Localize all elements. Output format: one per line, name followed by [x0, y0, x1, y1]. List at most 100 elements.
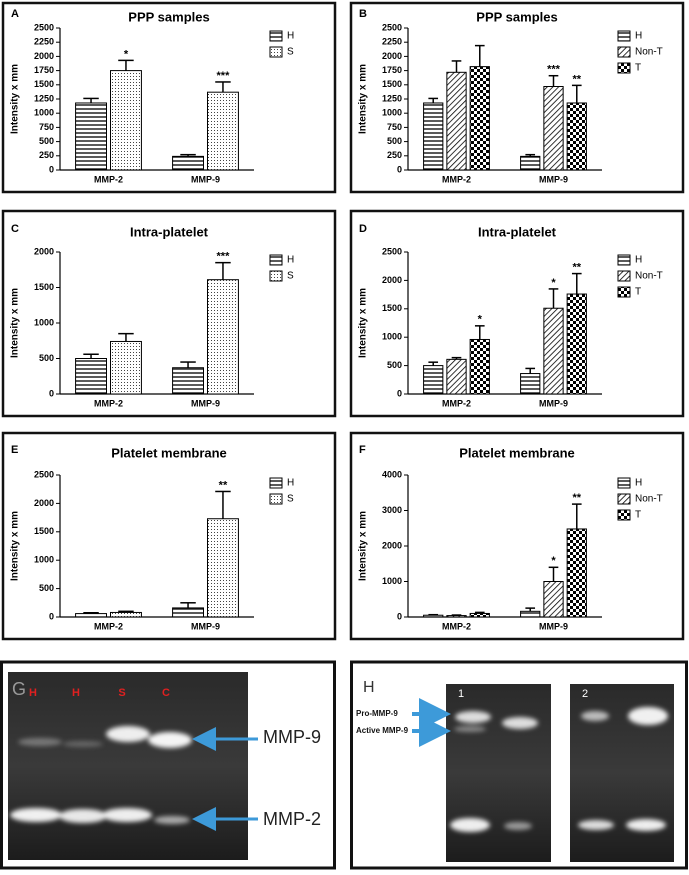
legend-label: H: [287, 478, 294, 489]
y-tick-label: 1750: [382, 65, 402, 75]
bar: [566, 528, 587, 618]
legend-label: H: [635, 478, 642, 489]
y-tick-label: 1000: [34, 108, 54, 118]
y-tick-label: 0: [49, 611, 54, 621]
x-tick-label: MMP-2: [94, 398, 123, 408]
bar: [520, 373, 541, 395]
y-tick-label: 1000: [382, 576, 402, 586]
legend-label: S: [287, 494, 294, 505]
significance: *: [551, 555, 556, 567]
y-tick-label: 2500: [382, 246, 402, 256]
y-tick-label: 250: [39, 150, 54, 160]
bar: [520, 610, 541, 618]
bar: [172, 367, 205, 395]
gel-bands: [450, 707, 668, 832]
significance: *: [551, 277, 556, 289]
panel-letter: H: [363, 679, 375, 696]
legend-label: Non-T: [635, 494, 663, 505]
chart-title: PPP samples: [476, 9, 557, 24]
marker-label: MMP-9: [263, 727, 321, 747]
chart-title: Platelet membrane: [459, 445, 575, 460]
bar: [110, 70, 142, 171]
bar: [446, 71, 467, 171]
bar: [446, 358, 467, 395]
legend-label: H: [635, 31, 642, 42]
legend-swatch: [617, 493, 631, 505]
lane-label: S: [118, 687, 125, 699]
y-tick-label: 0: [397, 388, 402, 398]
y-tick-label: 0: [49, 388, 54, 398]
x-tick-label: MMP-9: [191, 174, 220, 184]
marker-label: Pro-MMP-9: [356, 709, 398, 718]
y-tick-label: 2250: [382, 37, 402, 47]
legend-swatch: [269, 270, 283, 282]
legend-label: Non-T: [635, 271, 663, 282]
legend-swatch: [617, 254, 631, 266]
y-tick-label: 2000: [382, 51, 402, 61]
y-tick-label: 0: [49, 164, 54, 174]
legend-swatch: [617, 30, 631, 42]
bar: [207, 91, 239, 171]
y-tick-label: 1500: [34, 282, 54, 292]
legend-swatch: [269, 46, 283, 58]
legend-swatch: [269, 477, 283, 489]
x-tick-label: MMP-9: [539, 621, 568, 631]
significance: *: [124, 48, 129, 60]
y-tick-label: 2500: [382, 22, 402, 32]
y-tick-label: 250: [387, 150, 402, 160]
x-tick-label: MMP-2: [94, 174, 123, 184]
panel-frame: [349, 431, 685, 641]
y-tick-label: 750: [39, 122, 54, 132]
bar: [423, 102, 444, 171]
significance: ***: [217, 251, 231, 263]
x-tick-label: MMP-9: [191, 398, 220, 408]
y-tick-label: 500: [387, 136, 402, 146]
chart-title: PPP samples: [128, 9, 209, 24]
y-tick-label: 500: [39, 353, 54, 363]
y-tick-label: 2000: [382, 275, 402, 285]
bar: [566, 102, 587, 171]
panel-letter: B: [359, 8, 367, 20]
bar: [110, 340, 142, 395]
x-tick-label: MMP-2: [442, 174, 471, 184]
gel-image: [8, 672, 248, 860]
y-tick-label: 0: [397, 164, 402, 174]
y-tick-label: 1000: [34, 555, 54, 565]
panel-letter: D: [359, 223, 367, 235]
legend-swatch: [617, 477, 631, 489]
y-tick-label: 1000: [34, 317, 54, 327]
chart-title: Intra-platelet: [478, 224, 557, 239]
bar: [520, 155, 541, 171]
y-tick-label: 500: [387, 360, 402, 370]
y-tick-label: 2000: [34, 498, 54, 508]
gel-panel-g: [0, 660, 336, 870]
marker-label: MMP-2: [263, 809, 321, 829]
y-tick-label: 4000: [382, 469, 402, 479]
legend-label: Non-T: [635, 47, 663, 58]
y-tick-label: 2000: [34, 51, 54, 61]
gel-image: [446, 684, 551, 862]
significance: **: [219, 479, 228, 491]
y-tick-label: 1250: [382, 93, 402, 103]
marker-label: Active MMP-9: [356, 726, 409, 735]
legend-swatch: [269, 493, 283, 505]
legend-label: H: [635, 255, 642, 266]
significance: ***: [217, 70, 231, 82]
lane-label: H: [29, 687, 37, 699]
y-tick-label: 1500: [382, 79, 402, 89]
lane-label: 2: [582, 688, 588, 700]
bar: [75, 613, 108, 618]
legend-swatch: [617, 509, 631, 521]
y-tick-label: 500: [39, 136, 54, 146]
panel-letter: F: [359, 444, 366, 456]
y-tick-label: 2500: [34, 22, 54, 32]
bar: [423, 614, 444, 618]
significance: *: [478, 314, 483, 326]
y-tick-label: 750: [387, 122, 402, 132]
legend-swatch: [617, 46, 631, 58]
x-tick-label: MMP-9: [191, 621, 220, 631]
bar: [543, 581, 564, 618]
lane-label: C: [162, 687, 170, 699]
x-tick-label: MMP-9: [539, 398, 568, 408]
